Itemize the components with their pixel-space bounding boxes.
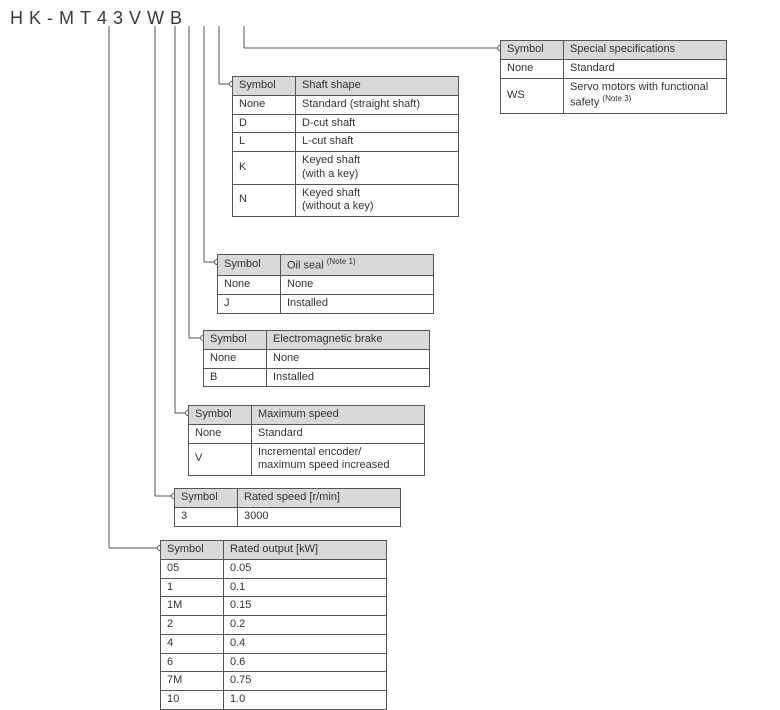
oilseal-table: SymbolOil seal (Note 1)NoneNoneJInstalle… <box>217 254 434 314</box>
cell-value: 0.4 <box>224 634 387 653</box>
cell-value: 0.15 <box>224 597 387 616</box>
table-row: 40.4 <box>161 634 387 653</box>
table-row: 33000 <box>175 507 401 526</box>
cell-value: Keyed shaft(without a key) <box>296 184 459 217</box>
cell-value: 0.1 <box>224 578 387 597</box>
table-row: NoneStandard <box>189 424 425 443</box>
table-row: 7M0.75 <box>161 672 387 691</box>
col-header-value: Maximum speed <box>252 406 425 425</box>
brake-table: SymbolElectromagnetic brakeNoneNoneBInst… <box>203 330 430 387</box>
cell-symbol: None <box>218 276 281 295</box>
col-header-symbol: Symbol <box>189 406 252 425</box>
cell-symbol: N <box>233 184 296 217</box>
cell-value: D-cut shaft <box>296 114 459 133</box>
col-header-value: Shaft shape <box>296 77 459 96</box>
cell-symbol: None <box>501 59 564 78</box>
cell-value: None <box>267 349 430 368</box>
cell-symbol: 1 <box>161 578 224 597</box>
cell-symbol: None <box>233 95 296 114</box>
cell-symbol: V <box>189 443 252 476</box>
cell-value: None <box>281 276 434 295</box>
cell-symbol: 4 <box>161 634 224 653</box>
cell-symbol: None <box>189 424 252 443</box>
col-header-value: Rated speed [r/min] <box>238 489 401 508</box>
col-header-value: Special specifications <box>564 41 727 60</box>
cell-value: Keyed shaft(with a key) <box>296 152 459 185</box>
cell-symbol: 2 <box>161 616 224 635</box>
cell-symbol: 10 <box>161 691 224 710</box>
table-row: VIncremental encoder/maximum speed incre… <box>189 443 425 476</box>
table-row: KKeyed shaft(with a key) <box>233 152 459 185</box>
table-row: NKeyed shaft(without a key) <box>233 184 459 217</box>
col-header-symbol: Symbol <box>218 255 281 276</box>
cell-symbol: None <box>204 349 267 368</box>
cell-value: Incremental encoder/maximum speed increa… <box>252 443 425 476</box>
table-row: LL-cut shaft <box>233 133 459 152</box>
special-table: SymbolSpecial specificationsNoneStandard… <box>500 40 727 114</box>
table-row: DD-cut shaft <box>233 114 459 133</box>
part-number: HK-MT43VWB <box>10 8 188 29</box>
col-header-value: Electromagnetic brake <box>267 331 430 350</box>
cell-value: Standard <box>564 59 727 78</box>
cell-symbol: 7M <box>161 672 224 691</box>
col-header-symbol: Symbol <box>161 541 224 560</box>
cell-symbol: 1M <box>161 597 224 616</box>
cell-value: Installed <box>267 368 430 387</box>
cell-symbol: J <box>218 295 281 314</box>
table-row: 050.05 <box>161 559 387 578</box>
col-header-symbol: Symbol <box>233 77 296 96</box>
cell-value: 3000 <box>238 507 401 526</box>
col-header-symbol: Symbol <box>501 41 564 60</box>
cell-value: 0.2 <box>224 616 387 635</box>
table-row: 101.0 <box>161 691 387 710</box>
table-row: 60.6 <box>161 653 387 672</box>
cell-value: 0.05 <box>224 559 387 578</box>
table-row: NoneStandard <box>501 59 727 78</box>
cell-value: Standard (straight shaft) <box>296 95 459 114</box>
table-row: 20.2 <box>161 616 387 635</box>
cell-symbol: WS <box>501 78 564 113</box>
table-row: 10.1 <box>161 578 387 597</box>
cell-value: 0.75 <box>224 672 387 691</box>
col-header-value: Rated output [kW] <box>224 541 387 560</box>
cell-symbol: 3 <box>175 507 238 526</box>
table-row: 1M0.15 <box>161 597 387 616</box>
table-row: JInstalled <box>218 295 434 314</box>
cell-symbol: D <box>233 114 296 133</box>
cell-symbol: K <box>233 152 296 185</box>
col-header-value: Oil seal (Note 1) <box>281 255 434 276</box>
shaft-table: SymbolShaft shapeNoneStandard (straight … <box>232 76 459 217</box>
cell-symbol: L <box>233 133 296 152</box>
ratedspeed-table: SymbolRated speed [r/min]33000 <box>174 488 401 527</box>
cell-value: 1.0 <box>224 691 387 710</box>
table-row: NoneNone <box>204 349 430 368</box>
col-header-symbol: Symbol <box>204 331 267 350</box>
cell-symbol: 6 <box>161 653 224 672</box>
table-row: NoneStandard (straight shaft) <box>233 95 459 114</box>
ratedoutput-table: SymbolRated output [kW]050.0510.11M0.152… <box>160 540 387 710</box>
table-row: WSServo motors with functional safety (N… <box>501 78 727 113</box>
table-row: BInstalled <box>204 368 430 387</box>
cell-value: 0.6 <box>224 653 387 672</box>
cell-value: L-cut shaft <box>296 133 459 152</box>
maxspeed-table: SymbolMaximum speedNoneStandardVIncremen… <box>188 405 425 476</box>
table-row: NoneNone <box>218 276 434 295</box>
cell-symbol: B <box>204 368 267 387</box>
cell-value: Servo motors with functional safety (Not… <box>564 78 727 113</box>
cell-value: Installed <box>281 295 434 314</box>
col-header-symbol: Symbol <box>175 489 238 508</box>
cell-symbol: 05 <box>161 559 224 578</box>
cell-value: Standard <box>252 424 425 443</box>
